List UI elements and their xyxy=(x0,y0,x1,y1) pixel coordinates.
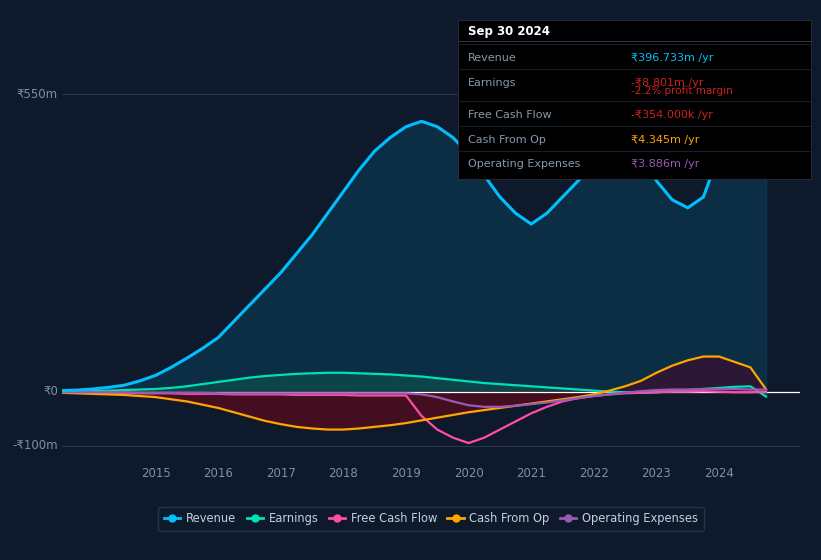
Text: Operating Expenses: Operating Expenses xyxy=(468,160,580,170)
Text: -₹8.801m /yr: -₹8.801m /yr xyxy=(631,78,703,88)
Text: Sep 30 2024: Sep 30 2024 xyxy=(468,25,550,38)
Text: -₹100m: -₹100m xyxy=(12,439,57,452)
Legend: Revenue, Earnings, Free Cash Flow, Cash From Op, Operating Expenses: Revenue, Earnings, Free Cash Flow, Cash … xyxy=(158,507,704,531)
Text: -2.2% profit margin: -2.2% profit margin xyxy=(631,86,732,96)
Text: Earnings: Earnings xyxy=(468,78,516,88)
Text: ₹396.733m /yr: ₹396.733m /yr xyxy=(631,53,713,63)
Text: Free Cash Flow: Free Cash Flow xyxy=(468,110,552,120)
Text: -₹354.000k /yr: -₹354.000k /yr xyxy=(631,110,713,120)
Text: ₹4.345m /yr: ₹4.345m /yr xyxy=(631,135,699,145)
Text: ₹0: ₹0 xyxy=(43,385,57,398)
Text: ₹550m: ₹550m xyxy=(16,88,57,101)
Text: Cash From Op: Cash From Op xyxy=(468,135,546,145)
Text: Revenue: Revenue xyxy=(468,53,516,63)
Text: ₹3.886m /yr: ₹3.886m /yr xyxy=(631,160,699,170)
